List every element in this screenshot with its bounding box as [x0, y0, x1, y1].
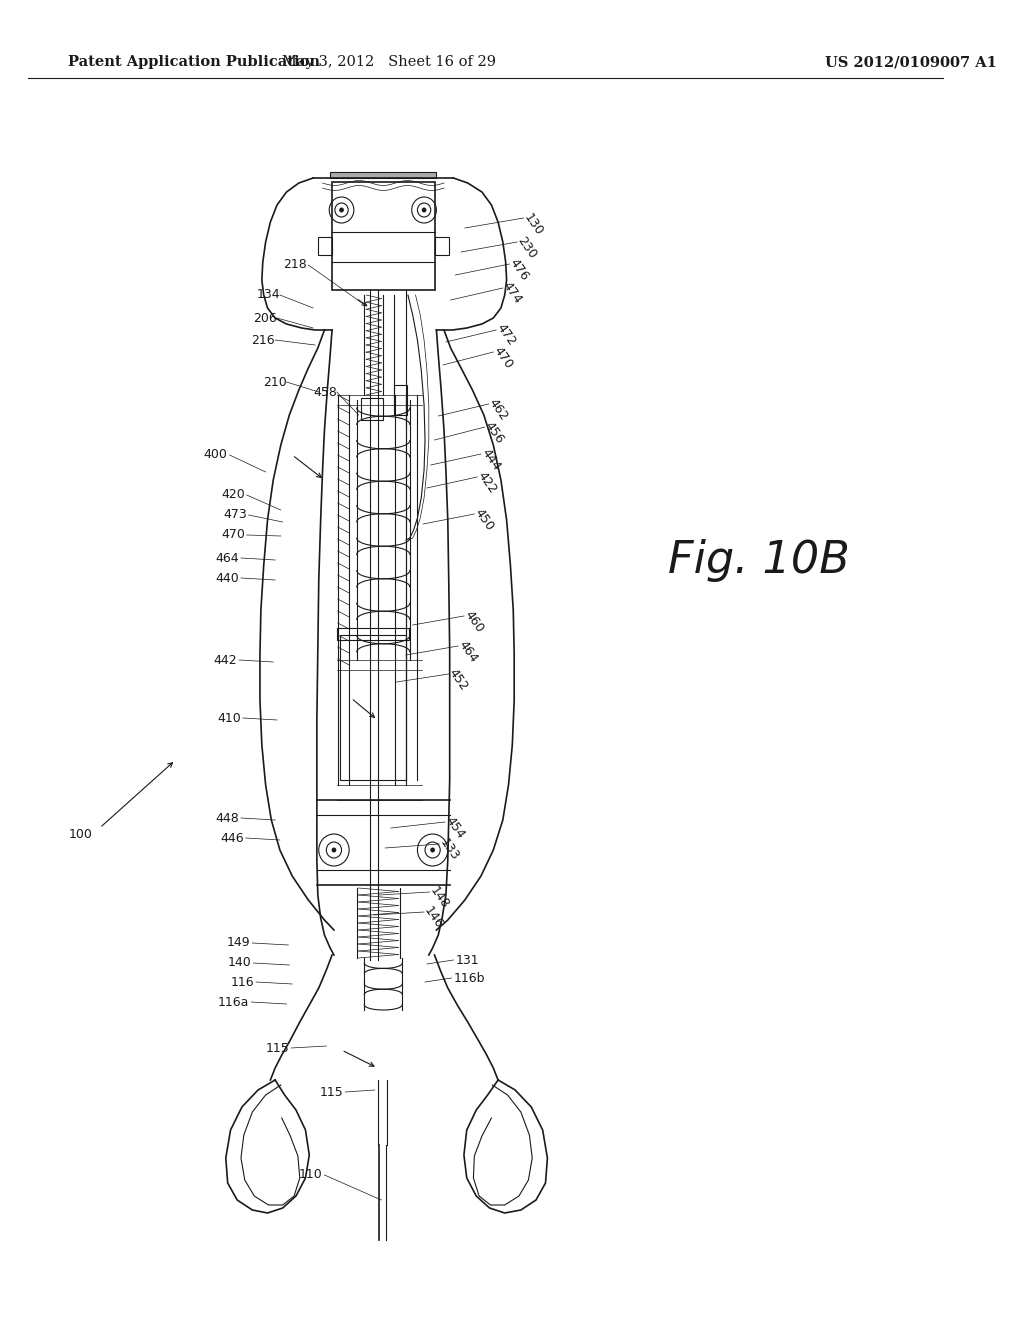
Text: 464: 464	[456, 639, 480, 665]
Text: 116a: 116a	[218, 995, 250, 1008]
Bar	[337, 628, 409, 640]
Text: 473: 473	[223, 508, 247, 521]
Text: 218: 218	[283, 259, 306, 272]
Text: 444: 444	[478, 446, 503, 473]
Text: 206: 206	[253, 312, 278, 325]
Text: Patent Application Publication: Patent Application Publication	[69, 55, 321, 69]
Bar	[330, 172, 436, 178]
Text: 452: 452	[446, 667, 471, 693]
Text: 470: 470	[490, 345, 515, 371]
Text: 146: 146	[422, 904, 445, 931]
Text: 115: 115	[265, 1041, 290, 1055]
Text: 474: 474	[501, 280, 524, 306]
Text: 400: 400	[204, 449, 227, 462]
Text: Fig. 10B: Fig. 10B	[668, 539, 850, 582]
Text: 458: 458	[313, 385, 337, 399]
Text: 100: 100	[69, 829, 92, 842]
Text: 133: 133	[437, 837, 461, 863]
Circle shape	[332, 847, 336, 853]
Text: US 2012/0109007 A1: US 2012/0109007 A1	[825, 55, 997, 69]
Text: 454: 454	[442, 814, 467, 841]
Bar	[360, 399, 383, 420]
Text: 464: 464	[215, 552, 239, 565]
Circle shape	[339, 207, 344, 213]
Text: 448: 448	[215, 812, 239, 825]
Text: 216: 216	[252, 334, 275, 346]
Bar	[317, 238, 332, 255]
Text: 130: 130	[521, 211, 546, 238]
Text: 422: 422	[475, 470, 499, 496]
Text: 462: 462	[486, 396, 510, 424]
Text: 149: 149	[227, 936, 251, 949]
Text: 456: 456	[482, 420, 507, 446]
Bar	[340, 635, 407, 780]
Text: 230: 230	[515, 234, 539, 261]
Text: 116: 116	[230, 975, 254, 989]
Bar	[332, 182, 434, 290]
Bar	[393, 385, 407, 414]
Text: 110: 110	[299, 1168, 323, 1181]
Bar	[434, 238, 449, 255]
Text: 140: 140	[227, 957, 252, 969]
Text: 460: 460	[462, 609, 485, 635]
Text: 134: 134	[256, 289, 280, 301]
Text: 210: 210	[263, 375, 287, 388]
Text: 440: 440	[215, 572, 239, 585]
Circle shape	[422, 207, 426, 213]
Text: 472: 472	[494, 321, 518, 348]
Text: 442: 442	[214, 653, 238, 667]
Text: 446: 446	[220, 832, 244, 845]
Text: 410: 410	[217, 711, 241, 725]
Text: 450: 450	[472, 507, 497, 533]
Text: 470: 470	[221, 528, 245, 541]
Text: 148: 148	[427, 884, 452, 911]
Text: May 3, 2012   Sheet 16 of 29: May 3, 2012 Sheet 16 of 29	[282, 55, 496, 69]
Text: 420: 420	[221, 488, 245, 502]
Text: 131: 131	[456, 953, 479, 966]
Text: 116b: 116b	[454, 972, 485, 985]
Text: 115: 115	[319, 1085, 343, 1098]
Text: 476: 476	[507, 256, 531, 284]
Circle shape	[430, 847, 435, 853]
